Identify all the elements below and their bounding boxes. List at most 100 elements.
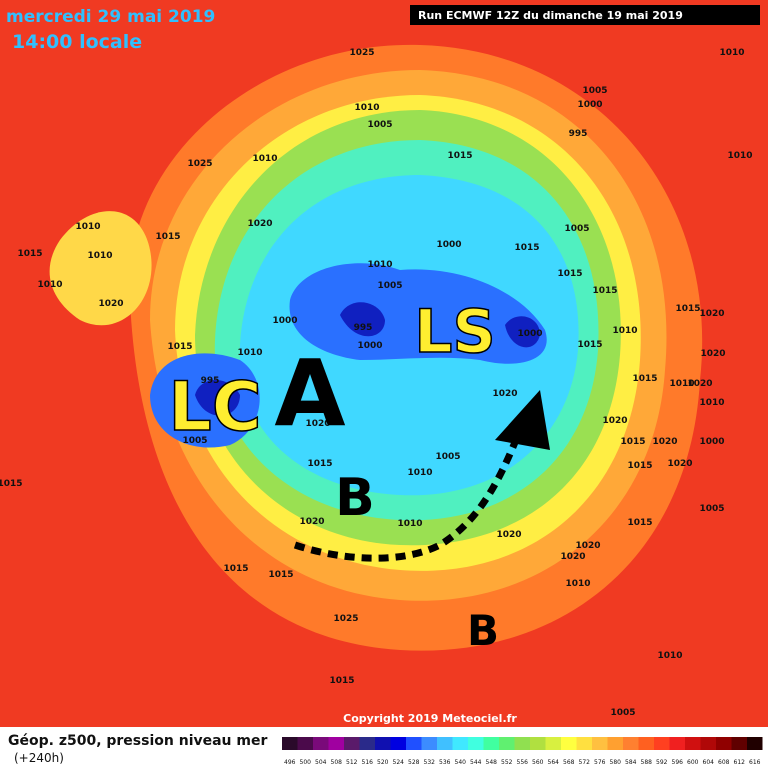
isobar-label: 1025 — [333, 614, 358, 624]
colorbar-swatch — [375, 737, 391, 750]
isobar-label: 1020 — [687, 379, 712, 389]
pressure-system: LS — [414, 297, 495, 367]
isobar-label: 1005 — [367, 120, 392, 130]
isobar-label: 1015 — [627, 461, 652, 471]
colorbar-swatch — [530, 737, 546, 750]
isobar-label: 1015 — [268, 570, 293, 580]
colorbar-swatch — [654, 737, 670, 750]
isobar-label: 1005 — [564, 224, 589, 234]
colorbar-label: 516 — [362, 759, 374, 766]
colorbar-swatch — [468, 737, 484, 750]
colorbar-swatch — [359, 737, 375, 750]
isobar-label: 1020 — [492, 389, 517, 399]
colorbar-swatch — [716, 737, 732, 750]
colorbar-label: 512 — [346, 759, 358, 766]
isobar-label: 995 — [354, 323, 373, 333]
isobar-label: 995 — [201, 376, 220, 386]
isobar-label: 1015 — [557, 269, 582, 279]
isobar-label: 1020 — [299, 517, 324, 527]
isobar-label: 1005 — [582, 86, 607, 96]
isobar-label: 1010 — [354, 103, 379, 113]
isobar-label: 1020 — [652, 437, 677, 447]
isobar-label: 1005 — [435, 452, 460, 462]
isobar-label: 1010 — [727, 151, 752, 161]
colorbar-swatch — [545, 737, 561, 750]
run-label: Run ECMWF 12Z du dimanche 19 mai 2019 — [418, 9, 683, 22]
isobar-label: 1000 — [436, 240, 461, 250]
isobar-label: 1020 — [305, 419, 330, 429]
isobar-label: 1020 — [560, 552, 585, 562]
isobar-label: 1010 — [237, 348, 262, 358]
colorbar-label: 532 — [424, 759, 436, 766]
isobar-label: 1000 — [699, 437, 724, 447]
copyright: Copyright 2019 Meteociel.fr — [343, 712, 517, 725]
colorbar-label: 612 — [734, 759, 746, 766]
isobar-label: 1015 — [675, 304, 700, 314]
colorbar-label: 528 — [408, 759, 420, 766]
isobar-label: 1010 — [565, 579, 590, 589]
isobar-label: 1015 — [592, 286, 617, 296]
isobar-label: 1015 — [329, 676, 354, 686]
isobar-label: 1015 — [627, 518, 652, 528]
colorbar-label: 508 — [331, 759, 343, 766]
isobar-label: 1010 — [87, 251, 112, 261]
isobar-label: 1010 — [669, 379, 694, 389]
colorbar-label: 600 — [687, 759, 699, 766]
colorbar-swatch — [623, 737, 639, 750]
colorbar-label: 496 — [284, 759, 296, 766]
colorbar-label: 552 — [501, 759, 513, 766]
isobar-label: 1010 — [719, 48, 744, 58]
isobar-label: 1000 — [577, 100, 602, 110]
colorbar-label: 500 — [300, 759, 312, 766]
colorbar-label: 576 — [594, 759, 606, 766]
colorbar-swatch — [747, 737, 763, 750]
colorbar-swatch — [592, 737, 608, 750]
isobar-label: 1000 — [357, 341, 382, 351]
isobar-label: 1010 — [657, 651, 682, 661]
isobar-label: 1010 — [612, 326, 637, 336]
colorbar-swatch — [483, 737, 499, 750]
isobar-label: 1020 — [700, 349, 725, 359]
isobar-label: 1020 — [575, 541, 600, 551]
colorbar-swatch — [328, 737, 344, 750]
colorbar-swatch — [437, 737, 453, 750]
isobar-label: 1015 — [514, 243, 539, 253]
colorbar-label: 572 — [579, 759, 591, 766]
isobar-label: 1015 — [632, 374, 657, 384]
colorbar-label: 536 — [439, 759, 451, 766]
isobar-label: 1015 — [155, 232, 180, 242]
colorbar-label: 568 — [563, 759, 575, 766]
colorbar-swatch — [344, 737, 360, 750]
colorbar-swatch — [297, 737, 313, 750]
isobar-label: 1020 — [699, 309, 724, 319]
colorbar-swatch — [731, 737, 747, 750]
isobar-label: 1015 — [0, 479, 23, 489]
colorbar-label: 564 — [548, 759, 560, 766]
colorbar-swatch — [561, 737, 577, 750]
isobar-label: 1020 — [496, 530, 521, 540]
map-time: 14:00 locale — [12, 31, 142, 53]
colorbar-label: 548 — [486, 759, 498, 766]
isobar-label: 1005 — [699, 504, 724, 514]
pressure-system: B — [467, 606, 499, 655]
isobar-label: 1015 — [223, 564, 248, 574]
colorbar-swatch — [282, 737, 298, 750]
isobar-label: 1020 — [247, 219, 272, 229]
colorbar-swatch — [313, 737, 329, 750]
isobar-label: 1005 — [182, 436, 207, 446]
isobar-label: 1010 — [397, 519, 422, 529]
pressure-systems: LC A LS B B — [168, 296, 499, 655]
run-box — [410, 5, 760, 25]
colorbar-label: 540 — [455, 759, 467, 766]
map-date: mercredi 29 mai 2019 — [6, 7, 215, 27]
colorbar-swatch — [700, 737, 716, 750]
isobar-label: 1010 — [252, 154, 277, 164]
isobar-label: 1000 — [517, 329, 542, 339]
colorbar-swatch — [607, 737, 623, 750]
colorbar-swatch — [685, 737, 701, 750]
arrow-head — [495, 390, 550, 450]
isobar-label: 1010 — [699, 398, 724, 408]
colorbar: 496 500 504 508 512 516 520 524 528 532 536 540 544 5… — [282, 737, 763, 766]
isobar-label: 1020 — [667, 459, 692, 469]
